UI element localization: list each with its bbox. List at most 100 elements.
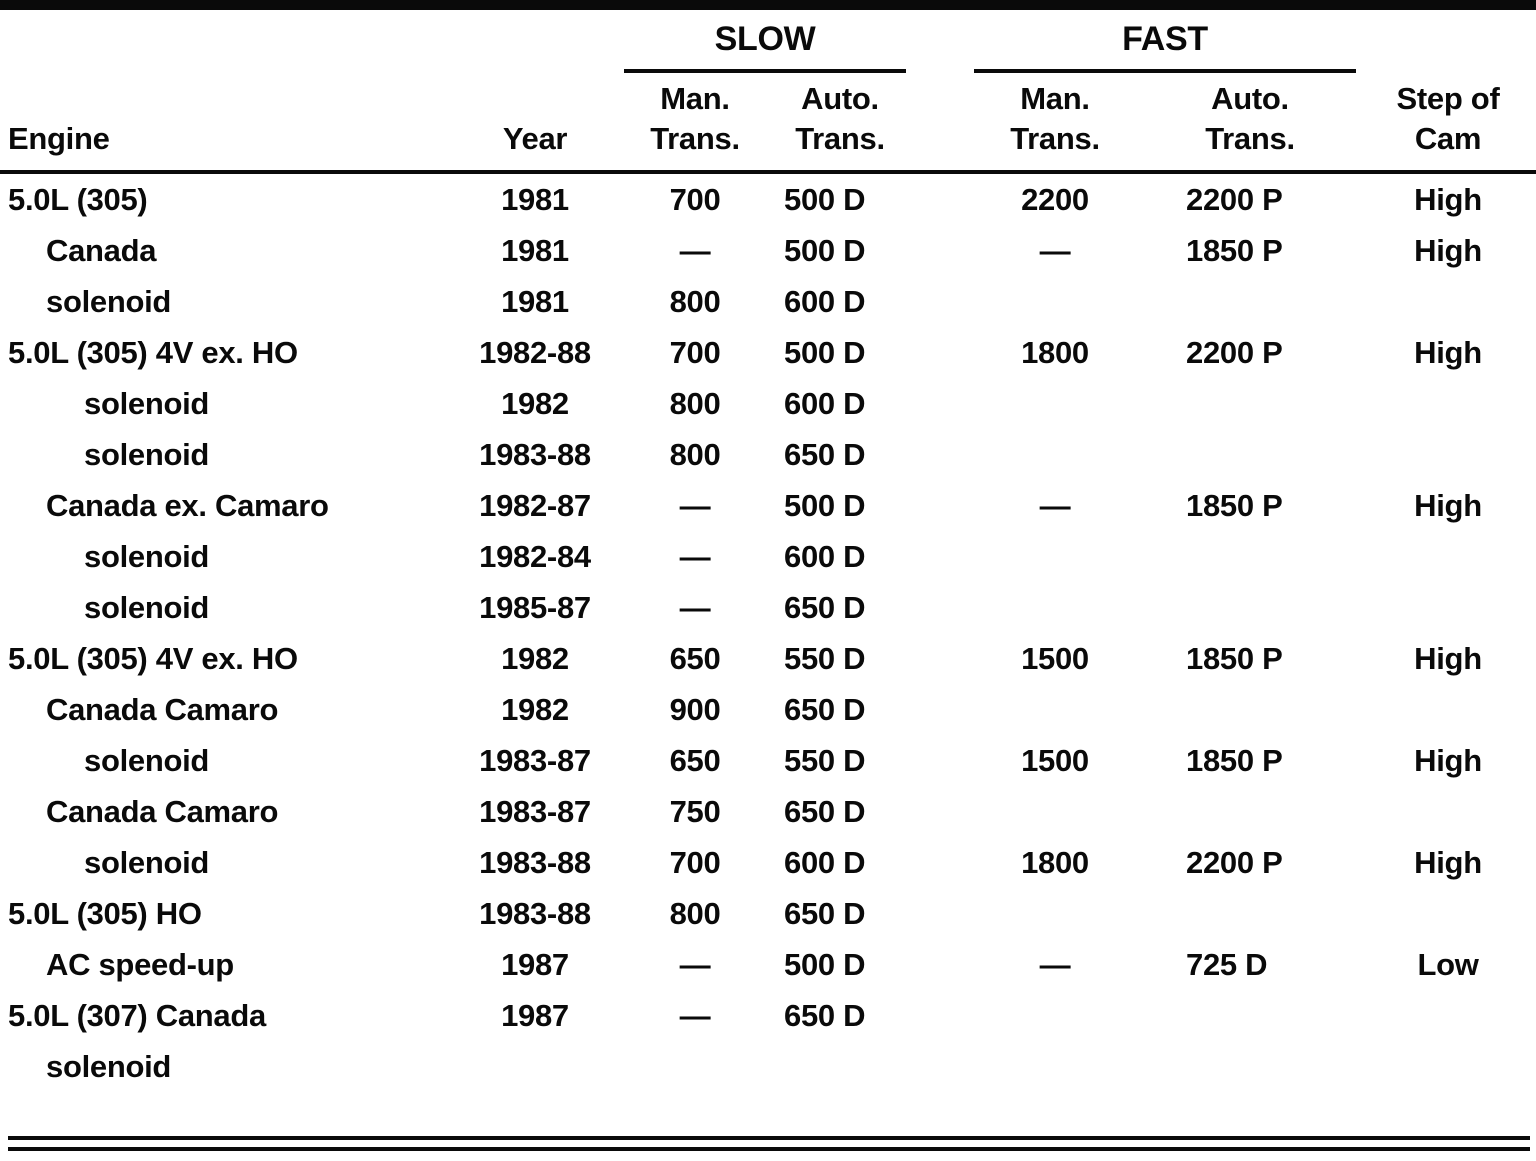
year-cell: 1985-87: [479, 589, 591, 625]
slow-auto-trans-cell: 650 D: [784, 691, 866, 727]
step-of-cam-cell: [1360, 1041, 1536, 1092]
table-row: 5.0L (307) Canada 1987 — 650 D: [0, 990, 1536, 1041]
year-cell: 1987: [501, 997, 569, 1033]
fast-auto-trans-cell: 1850 P: [1186, 640, 1283, 676]
table-row: solenoid 1985-87 — 650 D: [0, 582, 1536, 633]
fast-man-trans-cell: 1500: [1021, 742, 1089, 778]
gap-cell: [910, 327, 970, 378]
fast-auto-trans-cell: [1140, 531, 1360, 582]
slow-man-trans-cell: —: [679, 538, 711, 574]
slow-man-trans-cell: 800: [669, 283, 721, 319]
fast-auto-trans-cell: 2200 P: [1186, 181, 1283, 217]
fast-man-trans-cell: [970, 888, 1140, 939]
fast-man-trans-cell: [970, 786, 1140, 837]
step-of-cam-cell: [1360, 990, 1536, 1041]
year-cell: 1982: [501, 691, 569, 727]
engine-cell: solenoid: [84, 844, 210, 880]
table-row: solenoid 1983-88 700 600 D 1800 2200 P H…: [0, 837, 1536, 888]
year-cell: 1983-88: [479, 436, 591, 472]
fast-man-trans-cell: [970, 990, 1140, 1041]
table-row: solenoid 1981 800 600 D: [0, 276, 1536, 327]
year-cell: [450, 1041, 620, 1092]
year-cell: 1981: [501, 283, 569, 319]
table-row: Canada 1981 — 500 D — 1850 P High: [0, 225, 1536, 276]
column-header-slow-auto: Auto. Trans.: [795, 81, 885, 157]
year-cell: 1987: [501, 946, 569, 982]
slow-auto-trans-cell: 650 D: [784, 997, 866, 1033]
fast-auto-trans-cell: [1140, 990, 1360, 1041]
fast-auto-trans-cell: 725 D: [1186, 946, 1268, 982]
year-cell: 1982-84: [479, 538, 591, 574]
slow-auto-trans-cell: 500 D: [784, 946, 866, 982]
table-row: Canada Camaro 1982 900 650 D: [0, 684, 1536, 735]
slow-auto-trans-cell: 650 D: [784, 589, 866, 625]
slow-man-trans-cell: 650: [669, 742, 721, 778]
table-row: solenoid 1982 800 600 D: [0, 378, 1536, 429]
table-row: solenoid 1982-84 — 600 D: [0, 531, 1536, 582]
engine-cell: AC speed-up: [46, 946, 234, 982]
table-header: SLOW FAST Engine Year Man. Trans. Auto.: [0, 10, 1536, 174]
table-row: 5.0L (305) 1981 700 500 D 2200 2200 P Hi…: [0, 174, 1536, 225]
year-header-label: Year: [502, 121, 568, 157]
slow-group-label: SLOW: [714, 20, 816, 58]
slow-man-trans-cell: —: [679, 946, 711, 982]
group-header-spacer-left: [0, 16, 620, 73]
step-of-cam-cell: High: [1414, 232, 1482, 268]
step-of-cam-cell: High: [1414, 487, 1482, 523]
year-cell: 1981: [501, 232, 569, 268]
slow-auto-trans-cell: 600 D: [784, 385, 866, 421]
engine-cell: 5.0L (305) 4V ex. HO: [8, 334, 298, 370]
fast-man-trans-cell: [970, 684, 1140, 735]
group-header-spacer-right: [1360, 16, 1536, 73]
gap-cell: [910, 735, 970, 786]
table-row: Canada ex. Camaro 1982-87 — 500 D — 1850…: [0, 480, 1536, 531]
column-group-slow: SLOW: [620, 16, 910, 73]
slow-man-trans-cell: 800: [669, 436, 721, 472]
step-of-cam-cell: [1360, 531, 1536, 582]
engine-cell: solenoid: [84, 436, 210, 472]
slow-man-trans-cell: 700: [669, 844, 721, 880]
engine-cell: Canada ex. Camaro: [46, 487, 329, 523]
fast-auto-trans-cell: [1140, 684, 1360, 735]
step-of-cam-cell: Low: [1417, 946, 1479, 982]
year-cell: 1983-88: [479, 895, 591, 931]
fast-man-trans-cell: [970, 429, 1140, 480]
step-of-cam-cell: [1360, 378, 1536, 429]
fast-man-trans-cell: [970, 582, 1140, 633]
slow-auto-trans-cell: 500 D: [784, 181, 866, 217]
column-header-engine: Engine: [0, 79, 450, 170]
year-cell: 1982: [501, 640, 569, 676]
engine-cell: Canada: [46, 232, 157, 268]
gap-cell: [910, 225, 970, 276]
fast-auto-trans-cell: 1850 P: [1186, 232, 1283, 268]
gap-cell: [910, 276, 970, 327]
step-of-cam-cell: High: [1414, 181, 1482, 217]
table-row: 5.0L (305) HO 1983-88 800 650 D: [0, 888, 1536, 939]
slow-man-trans-cell: —: [679, 997, 711, 1033]
engine-cell: 5.0L (305) HO: [8, 895, 202, 931]
fast-auto-trans-cell: 1850 P: [1186, 487, 1283, 523]
step-of-cam-cell: [1360, 429, 1536, 480]
fast-auto-trans-cell: [1140, 429, 1360, 480]
gap-cell: [910, 837, 970, 888]
table-row: AC speed-up 1987 — 500 D — 725 D Low: [0, 939, 1536, 990]
gap-cell: [910, 582, 970, 633]
year-cell: 1983-88: [479, 844, 591, 880]
fast-man-trans-cell: [970, 276, 1140, 327]
gap-cell: [910, 786, 970, 837]
slow-auto-trans-cell: 550 D: [784, 640, 866, 676]
fast-auto-trans-cell: 2200 P: [1186, 334, 1283, 370]
year-cell: 1981: [501, 181, 569, 217]
engine-cell: solenoid: [46, 283, 172, 319]
step-of-cam-cell: High: [1414, 742, 1482, 778]
slow-man-trans-cell: 800: [669, 385, 721, 421]
fast-man-trans-cell: —: [1039, 487, 1071, 523]
slow-man-trans-cell: —: [679, 589, 711, 625]
table-top-border: [0, 0, 1536, 10]
slow-auto-trans-cell: 600 D: [784, 844, 866, 880]
gap-cell: [910, 429, 970, 480]
table-body: 5.0L (305) 1981 700 500 D 2200 2200 P Hi…: [0, 174, 1536, 1092]
column-header-step-of-cam: Step of Cam: [1396, 81, 1500, 157]
table-row: 5.0L (305) 4V ex. HO 1982-88 700 500 D 1…: [0, 327, 1536, 378]
gap-cell: [910, 990, 970, 1041]
